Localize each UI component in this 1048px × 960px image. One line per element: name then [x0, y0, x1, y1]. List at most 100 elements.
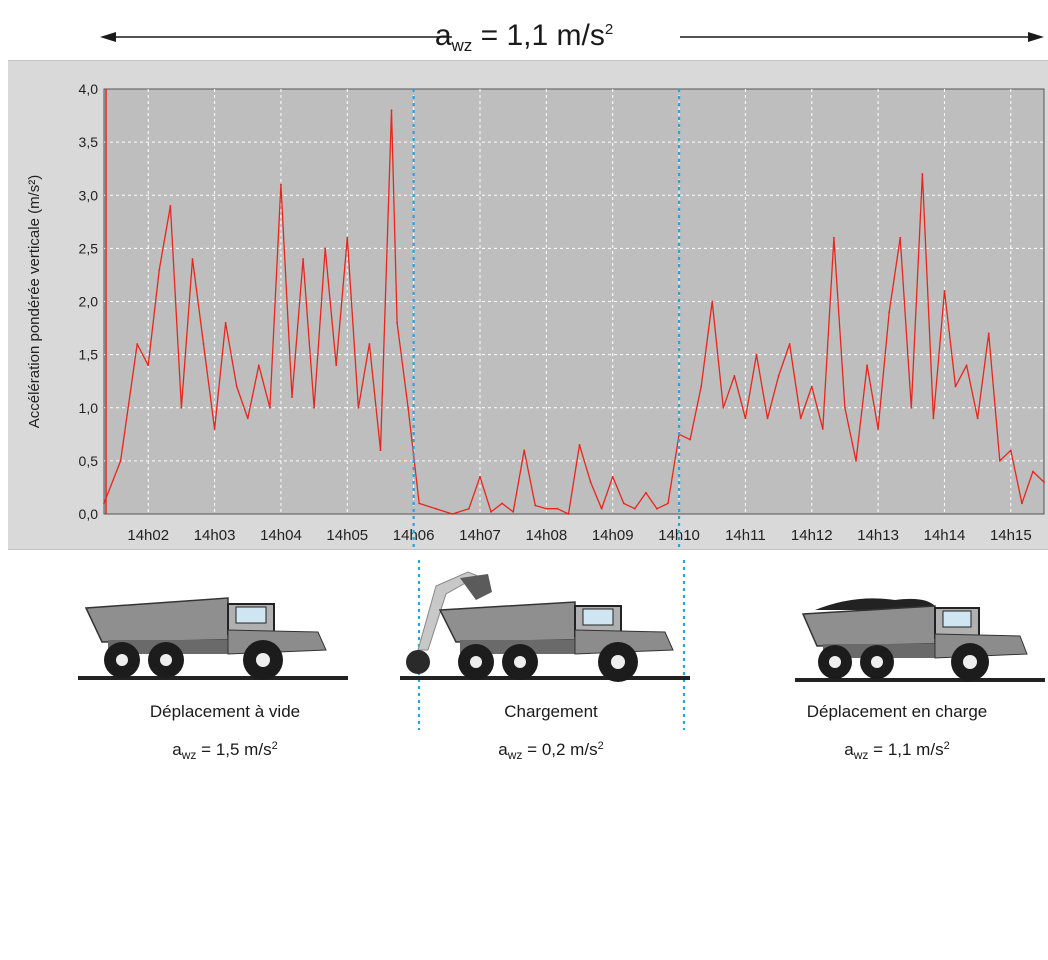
data-point — [280, 183, 282, 186]
data-point — [158, 268, 161, 271]
data-point — [932, 417, 935, 420]
data-point — [501, 502, 504, 505]
y-tick-label: 0,5 — [79, 453, 99, 469]
phase-loading: Chargement awz = 0,2 m/s2 — [420, 700, 682, 767]
x-tick-label: 14h12 — [791, 527, 833, 544]
x-tick-label: 14h08 — [525, 527, 567, 544]
data-point — [844, 406, 846, 409]
data-point — [667, 502, 669, 505]
x-tick-label: 14h02 — [127, 527, 169, 544]
data-point — [451, 513, 454, 515]
data-point — [744, 417, 747, 420]
data-point — [722, 406, 725, 409]
data-point — [700, 385, 703, 388]
data-point — [479, 475, 481, 478]
data-point — [147, 364, 150, 367]
phase-loaded-travel: Déplacement en charge awz = 1,1 m/s2 — [752, 700, 1042, 767]
data-point — [545, 507, 548, 510]
empty-dumper-truck-illustration — [78, 597, 348, 680]
data-point — [954, 385, 957, 388]
data-point — [291, 396, 293, 399]
x-tick-label: 14h10 — [658, 527, 700, 544]
x-tick-label: 14h13 — [857, 527, 899, 544]
data-point — [1009, 449, 1012, 452]
y-tick-label: 3,0 — [79, 187, 99, 203]
phase-divider-2-extension — [682, 560, 686, 730]
data-point — [512, 510, 515, 513]
data-point — [799, 417, 802, 420]
x-tick-label: 14h09 — [592, 527, 634, 544]
data-point — [644, 491, 647, 494]
y-tick-label: 4,0 — [79, 81, 99, 97]
data-point — [396, 321, 398, 324]
phase-label: Déplacement en charge — [806, 702, 988, 721]
phase-empty-travel: Déplacement à vide awz = 1,5 m/s2 — [90, 700, 360, 767]
x-tick-label: 14h04 — [260, 527, 302, 544]
y-tick-label: 1,5 — [79, 347, 99, 363]
data-point — [788, 343, 791, 345]
data-point — [766, 417, 769, 420]
phase-awz-value: awz = 0,2 m/s2 — [498, 740, 604, 762]
data-point — [866, 364, 868, 367]
data-point — [921, 173, 924, 175]
overall-awz-value: awz = 1,1 m/s2 — [434, 19, 614, 55]
data-point — [368, 343, 371, 345]
phase-awz-value: awz = 1,5 m/s2 — [172, 740, 278, 762]
data-point — [965, 364, 968, 367]
x-tick-label: 14h05 — [326, 527, 368, 544]
data-point — [600, 507, 603, 510]
data-point — [235, 385, 238, 388]
data-point — [777, 374, 780, 377]
data-point — [567, 513, 570, 515]
y-tick-label: 0,0 — [79, 506, 99, 522]
data-point — [987, 332, 990, 335]
data-point — [755, 353, 758, 356]
data-point — [418, 502, 421, 505]
data-point — [346, 236, 349, 239]
data-point — [490, 510, 492, 513]
data-point — [257, 364, 260, 367]
y-tick-label: 1,0 — [79, 400, 99, 416]
data-point — [324, 247, 327, 250]
data-point — [119, 459, 122, 462]
data-point — [622, 502, 625, 505]
data-point — [589, 481, 592, 484]
data-point — [998, 459, 1001, 462]
data-point — [213, 428, 216, 430]
data-point — [191, 258, 194, 260]
data-point — [379, 449, 382, 452]
data-point — [910, 406, 913, 409]
data-point — [357, 406, 360, 409]
x-tick-label: 14h11 — [725, 527, 766, 544]
loading-truck-with-excavator-illustration — [400, 571, 690, 682]
data-point — [523, 449, 526, 452]
data-point — [313, 406, 316, 409]
data-point — [202, 343, 205, 345]
y-tick-label: 2,0 — [79, 294, 99, 310]
data-point — [1043, 481, 1045, 484]
data-point — [169, 204, 172, 207]
data-point — [832, 236, 835, 239]
overall-awz-banner: awz = 1,1 m/s2 — [0, 0, 1048, 60]
data-point — [1032, 470, 1034, 473]
chart-panel: 0,0 0,5 1,0 1,5 2,0 2,5 3,0 3,5 4,0 14h02 14h03 14h… — [8, 60, 1048, 550]
phase-label: Chargement — [504, 702, 598, 721]
data-point — [534, 504, 537, 507]
data-point — [821, 428, 824, 430]
arrow-left-icon — [100, 32, 116, 42]
y-tick-label: 3,5 — [79, 134, 99, 150]
data-point — [224, 321, 227, 324]
x-tick-label: 14h07 — [459, 527, 501, 544]
arrow-right-icon — [1028, 32, 1044, 42]
data-point — [943, 289, 946, 292]
data-point — [656, 507, 658, 510]
data-point — [810, 385, 813, 388]
acceleration-series-line — [103, 109, 1045, 515]
x-tick-label: 14h06 — [393, 527, 435, 544]
data-point — [733, 374, 736, 377]
data-point — [578, 444, 581, 446]
data-point — [180, 406, 183, 409]
data-point — [855, 459, 857, 462]
x-tick-label: 14h14 — [924, 527, 966, 544]
data-point — [899, 236, 902, 239]
